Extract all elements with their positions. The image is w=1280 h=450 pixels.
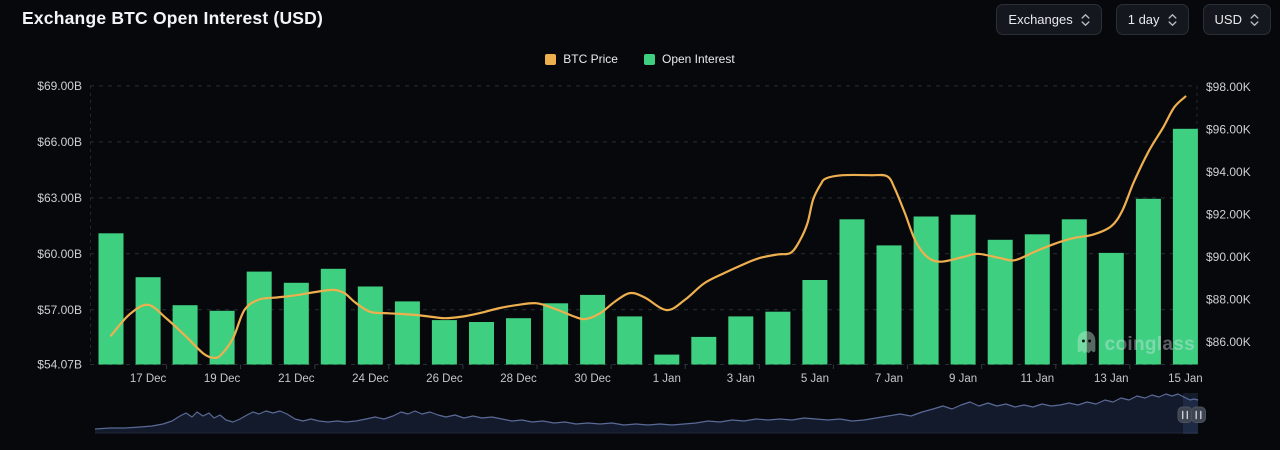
right-axis-label: $92.00K <box>1206 208 1251 222</box>
bar-6-jan[interactable] <box>839 219 865 365</box>
bar-20-dec[interactable] <box>246 271 272 365</box>
navigator-line <box>94 393 1199 430</box>
bar-24-dec[interactable] <box>357 286 383 365</box>
bar-19-dec[interactable] <box>209 310 235 365</box>
bar-8-jan[interactable] <box>913 216 939 365</box>
bar-3-jan[interactable] <box>728 316 754 365</box>
right-axis-label: $96.00K <box>1206 123 1251 137</box>
bar-4-jan[interactable] <box>765 311 791 365</box>
x-axis-label: 3 Jan <box>727 373 755 385</box>
x-axis-label: 15 Jan <box>1168 373 1203 385</box>
bar-17-dec[interactable] <box>135 277 161 365</box>
bar-31-dec[interactable] <box>617 316 643 365</box>
bar-14-jan[interactable] <box>1135 198 1161 365</box>
page-title: Exchange BTC Open Interest (USD) <box>22 8 324 28</box>
navigator-area <box>95 394 1198 433</box>
x-axis-label: 24 Dec <box>352 373 389 385</box>
bar-2-jan[interactable] <box>691 336 717 365</box>
legend-label-btc-price: BTC Price <box>563 52 618 66</box>
bar-13-jan[interactable] <box>1098 252 1124 365</box>
left-axis-label: $54.07B <box>37 358 82 372</box>
navigator-handle-left[interactable] <box>1177 406 1193 423</box>
currency-dropdown-label: USD <box>1214 12 1242 27</box>
exchanges-dropdown-label: Exchanges <box>1008 12 1073 27</box>
interval-dropdown[interactable]: 1 day <box>1115 4 1189 35</box>
bar-30-dec[interactable] <box>580 294 606 365</box>
coinglass-ghost-icon <box>1074 329 1099 360</box>
bar-26-dec[interactable] <box>431 320 457 365</box>
x-axis-label: 26 Dec <box>426 373 463 385</box>
left-axis-label: $63.00B <box>37 191 82 205</box>
bar-25-dec[interactable] <box>394 301 420 365</box>
x-axis-label: 7 Jan <box>875 373 903 385</box>
navigator-handle-right[interactable] <box>1191 406 1206 423</box>
x-axis-label: 17 Dec <box>130 373 167 385</box>
x-axis-label: 19 Dec <box>204 373 241 385</box>
interval-dropdown-label: 1 day <box>1127 12 1160 27</box>
right-axis-label: $90.00K <box>1206 250 1251 264</box>
open-interest-bars <box>98 128 1198 365</box>
x-axis-label: 9 Jan <box>949 373 977 385</box>
left-axis-label: $60.00B <box>37 247 82 261</box>
bar-16-dec[interactable] <box>98 233 124 365</box>
x-axis-label: 5 Jan <box>801 373 829 385</box>
bar-1-jan[interactable] <box>654 354 680 365</box>
btc-price-swatch-icon <box>545 53 557 65</box>
x-axis-label: 13 Jan <box>1094 373 1129 385</box>
updown-chevron-icon <box>1250 13 1259 27</box>
updown-chevron-icon <box>1081 13 1090 27</box>
bar-27-dec[interactable] <box>469 322 494 365</box>
watermark-brand: coinglass <box>1104 333 1195 355</box>
chart-legend: BTC Price Open Interest <box>0 52 1280 66</box>
bar-11-jan[interactable] <box>1024 234 1050 365</box>
left-axis-label: $66.00B <box>37 135 82 149</box>
legend-item-btc-price[interactable]: BTC Price <box>545 52 618 66</box>
x-axis-label: 1 Jan <box>653 373 681 385</box>
watermark: coinglass <box>1074 329 1195 360</box>
bar-15-jan[interactable] <box>1172 128 1198 365</box>
right-axis-label: $98.00K <box>1206 80 1251 94</box>
legend-item-open-interest[interactable]: Open Interest <box>643 52 735 66</box>
legend-label-open-interest: Open Interest <box>661 52 735 66</box>
bar-28-dec[interactable] <box>506 318 531 365</box>
right-axis-label: $94.00K <box>1206 165 1251 179</box>
x-axis-label: 30 Dec <box>574 373 611 385</box>
bar-9-jan[interactable] <box>950 214 976 365</box>
open-interest-swatch-icon <box>643 53 655 65</box>
x-axis-label: 11 Jan <box>1020 373 1054 385</box>
timeline-navigator[interactable] <box>94 393 1206 434</box>
x-axis-label: 28 Dec <box>500 373 537 385</box>
bar-5-jan[interactable] <box>802 280 828 365</box>
left-axis-label: $57.00B <box>37 303 82 317</box>
x-axis-label: 21 Dec <box>278 373 315 385</box>
currency-dropdown[interactable]: USD <box>1202 4 1271 35</box>
right-axis-label: $86.00K <box>1206 335 1251 349</box>
right-axis-label: $88.00K <box>1206 293 1251 307</box>
btc-price-line <box>109 95 1187 359</box>
updown-chevron-icon <box>1168 13 1177 27</box>
bar-22-dec[interactable] <box>320 268 346 365</box>
left-axis-label: $69.00B <box>37 79 82 93</box>
exchanges-dropdown[interactable]: Exchanges <box>996 4 1102 35</box>
bar-7-jan[interactable] <box>876 245 902 365</box>
chart-controls: Exchanges 1 day USD <box>996 4 1271 35</box>
